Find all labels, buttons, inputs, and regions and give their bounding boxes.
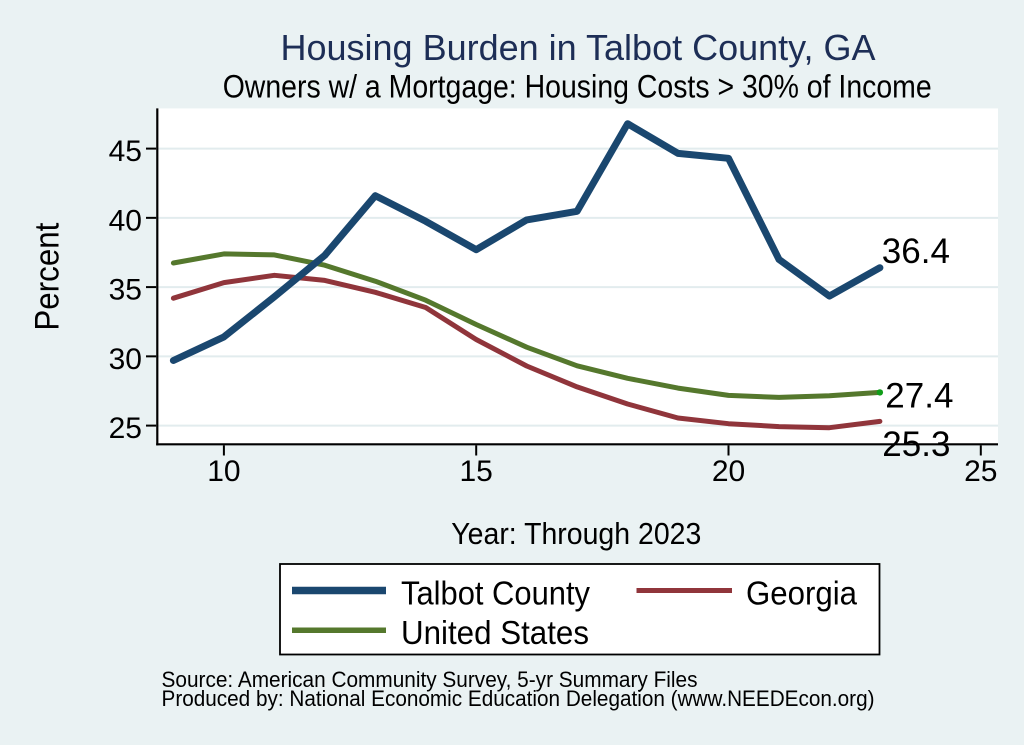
svg-text:20: 20 — [712, 455, 745, 488]
svg-text:25: 25 — [964, 455, 997, 488]
svg-text:30: 30 — [109, 343, 142, 376]
svg-text:36.4: 36.4 — [882, 232, 950, 271]
svg-text:Housing Burden in Talbot Count: Housing Burden in Talbot County, GA — [280, 27, 875, 68]
svg-text:Talbot County: Talbot County — [401, 575, 590, 612]
svg-text:27.4: 27.4 — [885, 377, 953, 416]
svg-text:35: 35 — [109, 274, 142, 307]
svg-text:Georgia: Georgia — [746, 575, 858, 612]
svg-text:Produced by: National Economic: Produced by: National Economic Education… — [162, 686, 875, 711]
svg-text:25.3: 25.3 — [882, 425, 950, 464]
svg-text:40: 40 — [109, 204, 142, 237]
svg-text:10: 10 — [207, 455, 240, 488]
svg-text:Percent: Percent — [29, 222, 67, 330]
svg-text:45: 45 — [109, 135, 142, 168]
svg-text:15: 15 — [460, 455, 493, 488]
svg-text:Source: American Community Sur: Source: American Community Survey, 5-yr … — [162, 667, 698, 692]
svg-text:United States: United States — [401, 614, 589, 651]
svg-text:25: 25 — [109, 412, 142, 445]
svg-text:Owners w/ a Mortgage: Housing: Owners w/ a Mortgage: Housing Costs > 30… — [223, 69, 932, 105]
svg-text:Year: Through 2023: Year: Through 2023 — [451, 516, 701, 551]
